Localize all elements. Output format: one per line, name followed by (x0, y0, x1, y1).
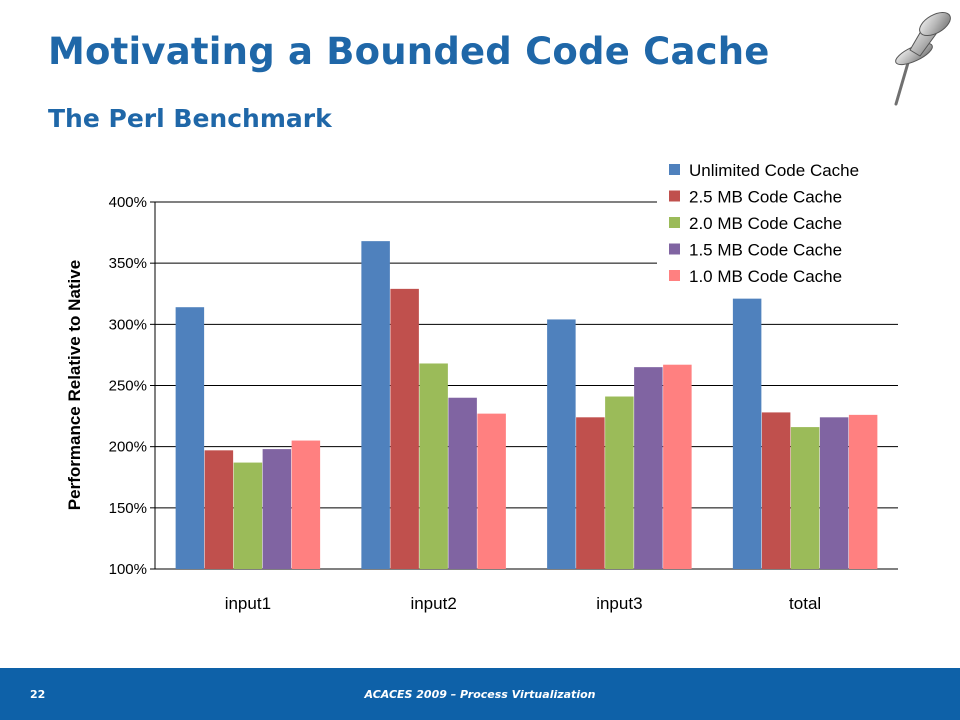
y-tick-label: 100% (109, 561, 147, 578)
slide-title: Motivating a Bounded Code Cache (48, 30, 770, 73)
bar (262, 449, 292, 569)
bar (605, 396, 634, 569)
bar (761, 412, 791, 569)
bar (732, 298, 762, 569)
legend-entry: Unlimited Code Cache (689, 161, 859, 180)
footer-bar: 22 ACACES 2009 – Process Virtualization (0, 668, 960, 720)
x-category-label: total (789, 594, 821, 613)
legend-entry: 1.5 MB Code Cache (689, 241, 842, 260)
x-category-label: input2 (410, 594, 456, 613)
bar (233, 462, 263, 569)
chart-legend: Unlimited Code Cache 2.5 MB Code Cache 2.0… (657, 153, 904, 293)
y-tick-label: 400% (109, 194, 147, 211)
bar (819, 417, 849, 569)
bar (547, 319, 576, 569)
y-tick-label: 350% (109, 255, 147, 272)
push-pin-icon (894, 11, 951, 106)
y-tick-label: 200% (109, 439, 147, 456)
legend-swatch (669, 190, 680, 202)
legend-swatch (669, 243, 680, 255)
bar (448, 397, 477, 569)
bar (204, 450, 234, 569)
y-tick-label: 150% (109, 500, 147, 517)
legend-background (657, 153, 904, 293)
chart-bars (175, 241, 878, 569)
legend-swatch (669, 217, 680, 228)
bar (390, 288, 419, 569)
chart-x-axis: input1 input2 input3 total (225, 594, 821, 613)
legend-entry: 2.0 MB Code Cache (689, 214, 842, 233)
slide-subtitle: The Perl Benchmark (48, 104, 332, 133)
legend-swatch (669, 270, 680, 281)
legend-swatch (669, 164, 680, 175)
bar-chart: 100%150%200%250%300%350%400% input1 input… (65, 153, 904, 613)
legend-entry: 2.5 MB Code Cache (689, 188, 842, 207)
bar (790, 427, 820, 569)
bar (848, 414, 878, 569)
bar (634, 367, 663, 569)
bar (576, 417, 605, 569)
y-tick-label: 250% (109, 378, 147, 395)
bar (361, 241, 390, 569)
bar (663, 364, 692, 569)
chart-y-axis: 100% 150% 200% 250% 300% 350% 400% (109, 194, 156, 578)
footer-text: ACACES 2009 – Process Virtualization (364, 688, 596, 701)
x-category-label: input1 (225, 594, 271, 613)
y-axis-label: Performance Relative to Native (65, 260, 84, 510)
y-tick-label: 300% (109, 316, 147, 333)
page-number: 22 (30, 688, 46, 701)
bar (175, 307, 205, 569)
bar (419, 363, 448, 569)
legend-entry: 1.0 MB Code Cache (689, 267, 842, 286)
bar (291, 440, 321, 569)
bar (477, 413, 506, 569)
x-category-label: input3 (596, 594, 642, 613)
